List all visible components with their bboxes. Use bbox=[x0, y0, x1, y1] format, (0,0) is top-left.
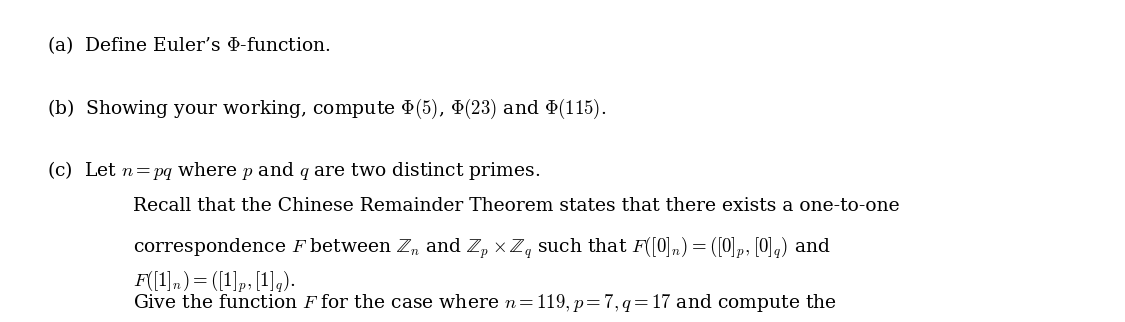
Text: correspondence $F$ between $\mathbb{Z}_n$ and $\mathbb{Z}_p \times \mathbb{Z}_q$: correspondence $F$ between $\mathbb{Z}_n… bbox=[133, 234, 830, 261]
Text: (a)  Define Euler’s $\Phi$-function.: (a) Define Euler’s $\Phi$-function. bbox=[47, 34, 331, 56]
Text: (b)  Showing your working, compute $\Phi(5)$, $\Phi(23)$ and $\Phi(115)$.: (b) Showing your working, compute $\Phi(… bbox=[47, 97, 606, 121]
Text: $F([1]_n) = ([1]_p, [1]_q)$.: $F([1]_n) = ([1]_p, [1]_q)$. bbox=[133, 269, 296, 295]
Text: (c)  Let $n = pq$ where $p$ and $q$ are two distinct primes.: (c) Let $n = pq$ where $p$ and $q$ are t… bbox=[47, 159, 540, 182]
Text: Give the function $F$ for the case where $n = 119, p = 7, q = 17$ and compute th: Give the function $F$ for the case where… bbox=[133, 292, 837, 314]
Text: Recall that the Chinese Remainder Theorem states that there exists a one-to-one: Recall that the Chinese Remainder Theore… bbox=[133, 197, 899, 215]
